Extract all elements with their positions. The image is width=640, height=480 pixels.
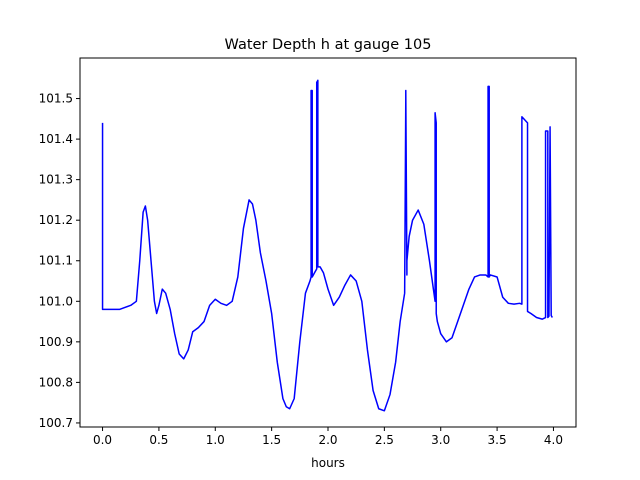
series-line <box>101 79 553 412</box>
y-tick-label: 100.9 <box>39 335 73 349</box>
y-tick-label: 100.8 <box>39 375 73 389</box>
x-tick-label: 3.0 <box>431 433 450 447</box>
x-tick-label: 1.0 <box>206 433 225 447</box>
x-tick-label: 0.0 <box>93 433 112 447</box>
x-tick-label: 1.5 <box>262 433 281 447</box>
y-tick-label: 100.7 <box>39 416 73 430</box>
x-axis-label: hours <box>311 456 345 470</box>
y-tick-label: 101.5 <box>39 92 73 106</box>
x-tick-label: 3.5 <box>488 433 507 447</box>
chart-title: Water Depth h at gauge 105 <box>225 37 432 53</box>
y-tick-label: 101.0 <box>39 294 73 308</box>
plot-frame <box>79 57 577 428</box>
x-axis: 0.0 0.5 1.0 1.5 2.0 2.5 3.0 3.5 4.0 <box>93 427 563 447</box>
y-axis: 100.7 100.8 100.9 101.0 101.1 101.2 101.3 101.4… <box>39 92 80 430</box>
y-tick-label: 101.3 <box>39 173 73 187</box>
plot-area <box>79 57 577 428</box>
x-tick-label: 2.0 <box>318 433 337 447</box>
x-tick-label: 2.5 <box>375 433 394 447</box>
y-tick-label: 101.1 <box>39 254 73 268</box>
y-tick-label: 101.2 <box>39 213 73 227</box>
y-tick-label: 101.4 <box>39 132 73 146</box>
x-tick-label: 4.0 <box>544 433 563 447</box>
x-tick-label: 0.5 <box>149 433 168 447</box>
